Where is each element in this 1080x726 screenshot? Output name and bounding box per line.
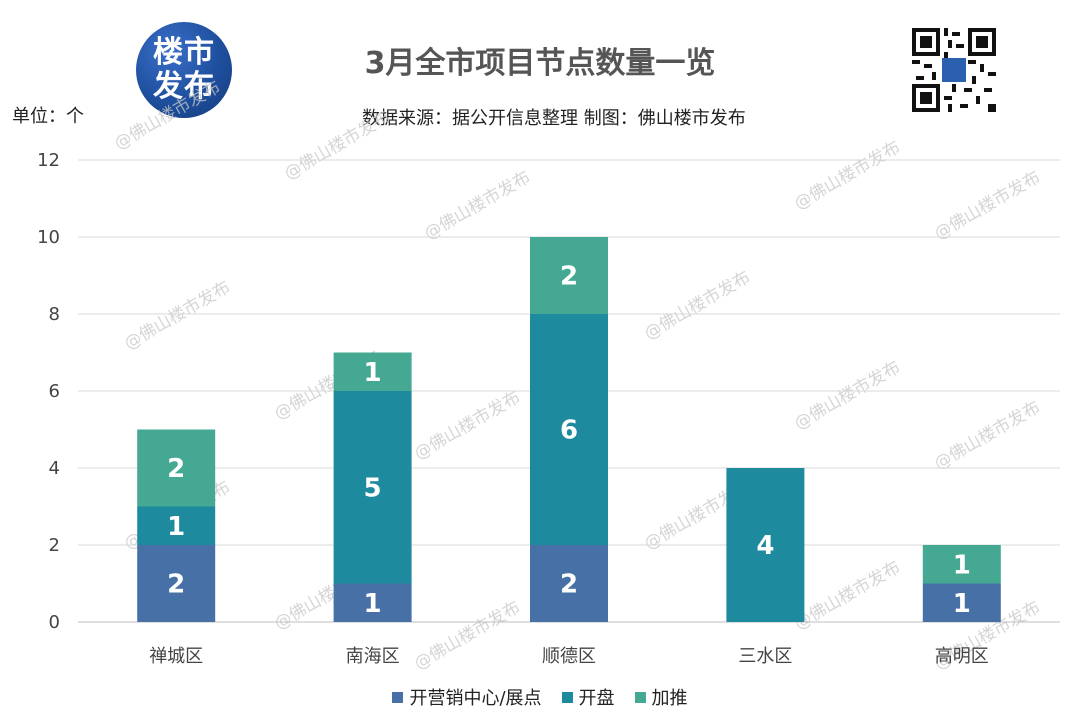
watermark-text: @佛山楼市发布 <box>931 397 1044 474</box>
x-tick-label: 顺德区 <box>542 646 596 667</box>
bar-data-label: 2 <box>167 570 185 600</box>
watermark-text: @佛山楼市发布 <box>121 277 234 354</box>
bar-data-label: 5 <box>364 473 382 503</box>
watermark-text: @佛山楼市发布 <box>421 167 534 244</box>
y-tick-label: 4 <box>49 458 60 479</box>
legend-item: 开盘 <box>561 684 615 710</box>
bar-segment <box>530 545 608 622</box>
bar-segment <box>333 391 412 584</box>
watermark-text: @佛山楼市发布 <box>791 357 904 434</box>
bar-data-label: 1 <box>953 589 971 619</box>
watermark-text: @佛山楼市发布 <box>791 137 904 214</box>
bar-data-label: 1 <box>364 358 382 388</box>
watermark-text: @佛山楼市发布 <box>411 597 524 674</box>
y-tick-label: 2 <box>49 535 60 556</box>
bar-data-label: 6 <box>560 416 578 446</box>
bar-segment <box>333 352 412 391</box>
bar-segment <box>530 237 608 314</box>
watermark-text: @佛山楼市发布 <box>931 167 1044 244</box>
qr-code-icon <box>912 28 996 112</box>
y-tick-label: 0 <box>49 612 60 633</box>
watermark-text: @佛山楼市发布 <box>411 387 524 464</box>
watermark-text: @佛山楼市发布 <box>111 77 224 154</box>
legend-swatch <box>634 691 646 703</box>
bar-segment <box>530 314 608 545</box>
legend-swatch <box>392 691 404 703</box>
chart-title: 3月全市项目节点数量一览 <box>364 46 716 81</box>
bar-segment <box>137 506 216 545</box>
unit-label: 单位：个 <box>12 106 84 127</box>
legend-item: 开营销中心/展点 <box>392 684 542 710</box>
brand-logo: 楼市 发布 <box>136 22 232 118</box>
bar-segment <box>922 583 1001 622</box>
x-tick-label: 高明区 <box>935 646 989 667</box>
bar-segment <box>922 545 1001 584</box>
legend-label: 开盘 <box>578 688 615 709</box>
bar-data-label: 1 <box>953 550 971 580</box>
legend-label: 加推 <box>651 688 688 709</box>
bar-data-label: 1 <box>167 512 185 542</box>
watermark-text: @佛山楼市发布 <box>641 267 754 344</box>
bar-data-label: 2 <box>560 570 578 600</box>
logo-text-line2: 发布 <box>153 69 215 104</box>
watermark-text: @佛山楼市发布 <box>791 557 904 634</box>
y-tick-label: 8 <box>49 304 60 325</box>
y-tick-label: 10 <box>37 227 60 248</box>
legend-item: 加推 <box>634 684 688 710</box>
bar-segment <box>333 583 412 622</box>
bar-data-label: 2 <box>167 454 185 484</box>
bar-segment <box>137 429 216 507</box>
y-tick-label: 12 <box>37 150 60 171</box>
chart-source-note: 数据来源：据公开信息整理 制图：佛山楼市发布 <box>362 108 746 129</box>
bar-segment <box>137 545 216 622</box>
y-tick-label: 6 <box>49 381 60 402</box>
x-tick-label: 三水区 <box>738 646 792 667</box>
bar-data-label: 1 <box>364 589 382 619</box>
logo-text-line1: 楼市 <box>153 35 215 70</box>
bar-data-label: 2 <box>560 262 578 292</box>
bar-data-label: 4 <box>756 531 774 561</box>
chart-legend: 开营销中心/展点 开盘 加推 <box>0 684 1080 710</box>
x-tick-label: 禅城区 <box>149 646 203 667</box>
x-tick-label: 南海区 <box>346 646 400 667</box>
watermark-text: @佛山楼市发布 <box>281 107 394 184</box>
bar-segment <box>726 468 805 622</box>
legend-swatch <box>561 691 573 703</box>
legend-label: 开营销中心/展点 <box>409 688 542 709</box>
